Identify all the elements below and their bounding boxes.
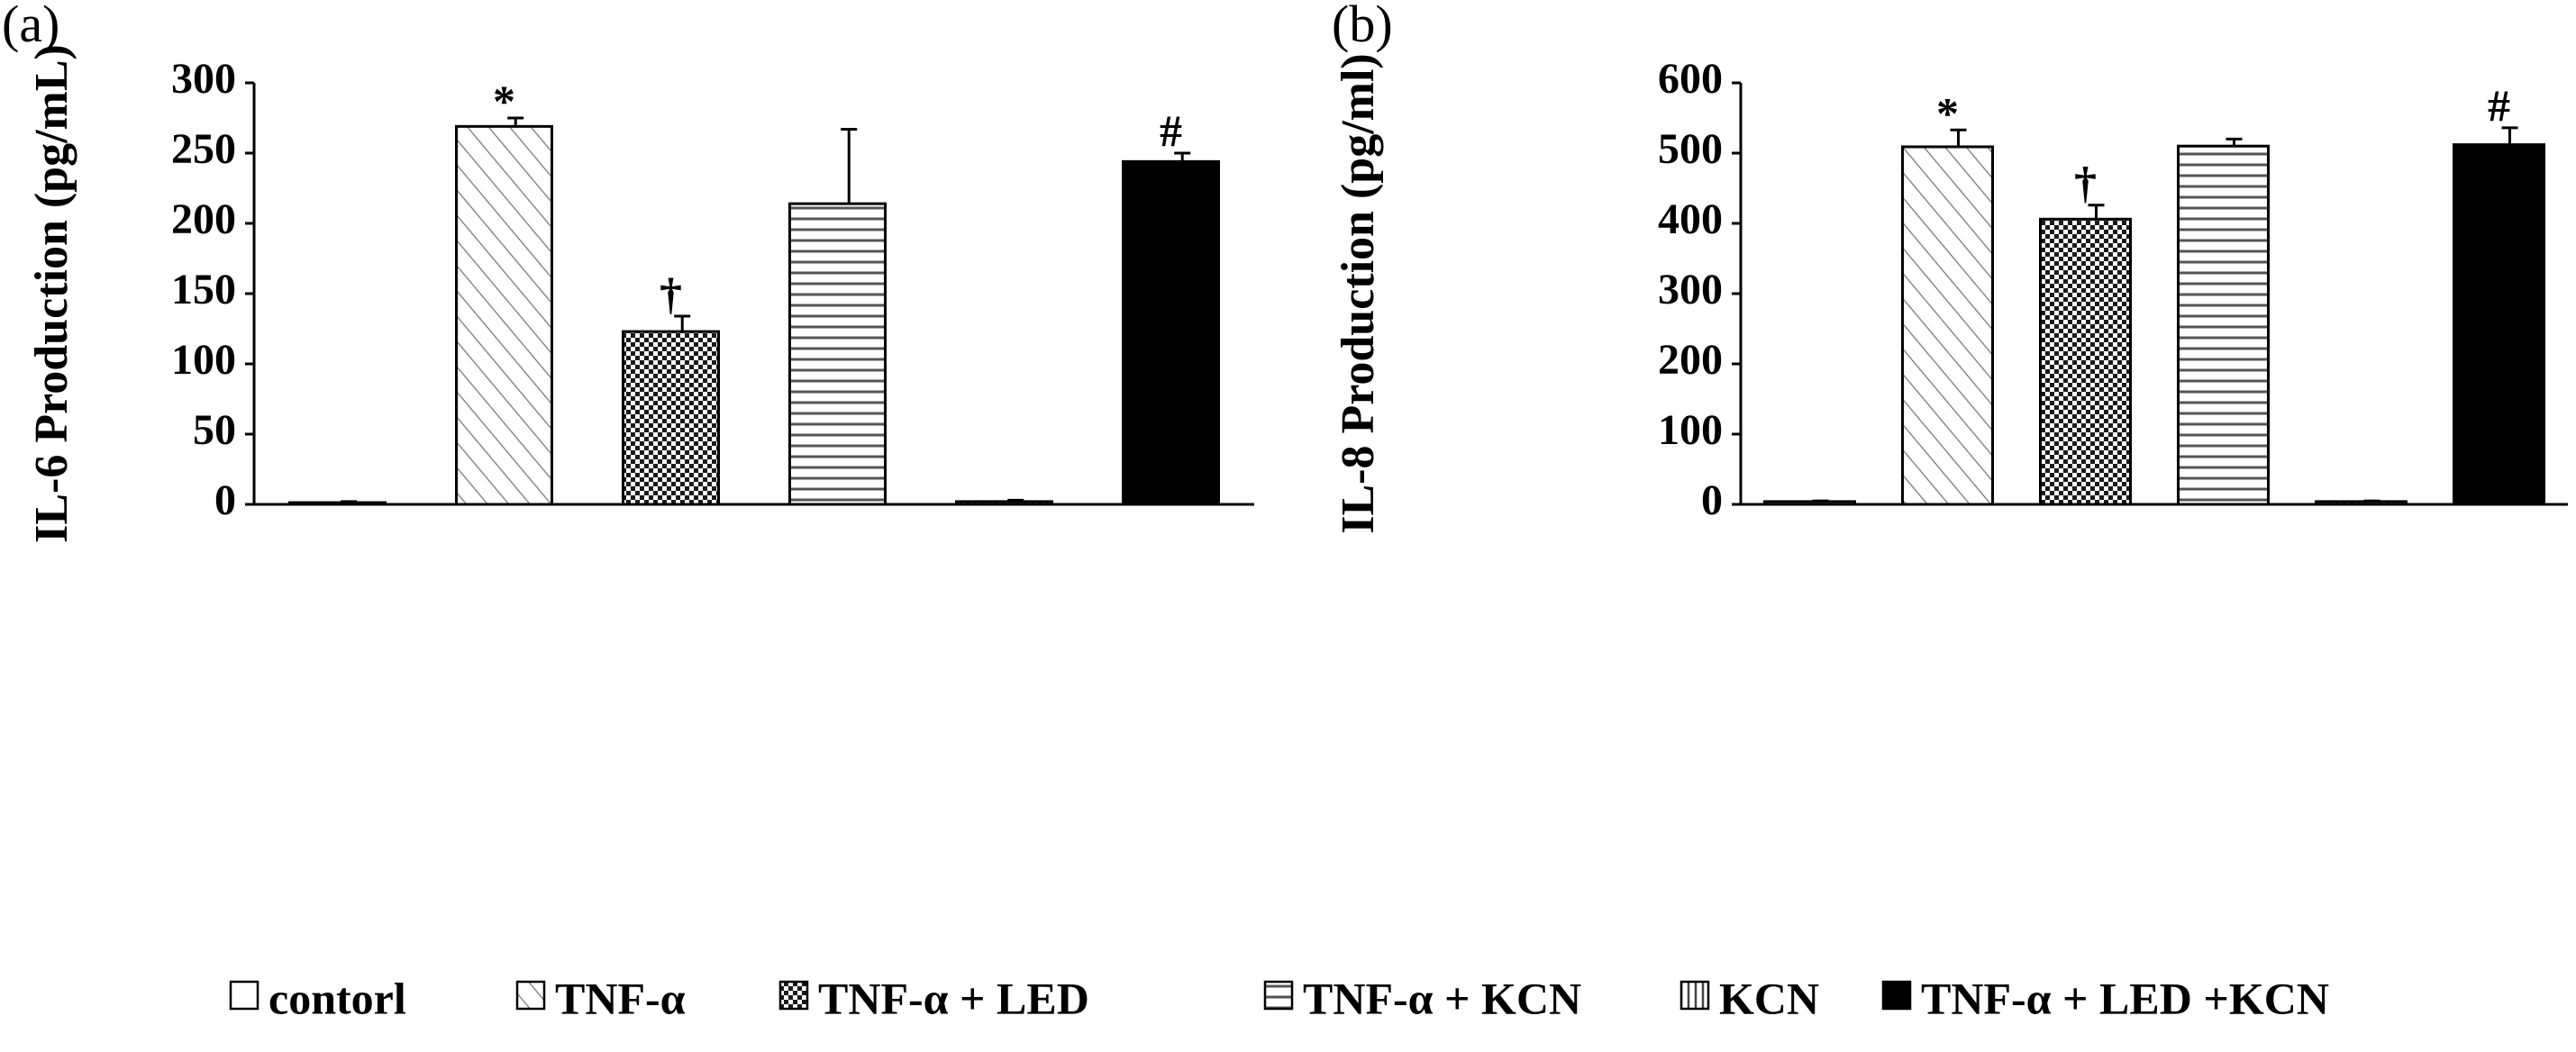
y-tick-label: 100 bbox=[171, 336, 236, 384]
panel-label: (b) bbox=[1332, 0, 1393, 53]
y-tick-label: 300 bbox=[1658, 266, 1723, 313]
bar-contorl bbox=[288, 501, 387, 506]
y-tick-label: 300 bbox=[171, 55, 236, 103]
y-tick-label: 200 bbox=[1658, 336, 1723, 384]
significance-mark: * bbox=[1936, 87, 1959, 138]
legend-swatch bbox=[1881, 980, 1912, 1011]
y-tick-label: 500 bbox=[1658, 125, 1723, 173]
bar-tnf-kcn bbox=[788, 202, 887, 506]
y-tick-label: 400 bbox=[1658, 195, 1723, 243]
bar-tnf-kcn bbox=[2177, 144, 2270, 506]
bar-kcn bbox=[955, 500, 1053, 506]
bar-tnf-led-kcn bbox=[1122, 159, 1220, 506]
panel-b-chart: (b)IL-8 Production (pg/ml) 0 100 200 300 400 5… bbox=[1332, 0, 2568, 534]
bar-tnf-led bbox=[622, 330, 720, 506]
significance-mark: † bbox=[2074, 158, 2097, 208]
y-axis-title: IL-8 Production (pg/ml) bbox=[1333, 53, 1384, 534]
y-tick-label: 600 bbox=[1658, 55, 1723, 103]
y-tick-label: 150 bbox=[171, 266, 236, 313]
y-tick-label: 100 bbox=[1658, 406, 1723, 454]
panel-label: (a) bbox=[2, 0, 59, 53]
y-tick-label: 0 bbox=[214, 476, 236, 524]
legend-swatch bbox=[778, 980, 809, 1011]
y-tick-label: 200 bbox=[171, 195, 236, 243]
legend-swatch bbox=[515, 980, 546, 1011]
significance-mark: # bbox=[2488, 80, 2510, 131]
legend-label: KCN bbox=[1719, 973, 1819, 1023]
legend-swatch bbox=[1679, 980, 1710, 1011]
y-axis-title: IL-6 Production (pg/mL) bbox=[26, 44, 77, 543]
significance-mark: # bbox=[1160, 105, 1182, 156]
panel-a-chart: (a)IL-6 Production (pg/mL) 0 50 100 150 200 25… bbox=[2, 0, 1254, 543]
y-tick-label: 50 bbox=[193, 406, 236, 454]
significance-mark: * bbox=[493, 76, 515, 126]
legend-swatch bbox=[1263, 980, 1294, 1011]
bar-tnf-led-kcn bbox=[2453, 143, 2545, 506]
bar-tnf-led bbox=[2039, 217, 2132, 506]
y-tick-label: 0 bbox=[1701, 476, 1723, 524]
bar-tnf bbox=[455, 124, 553, 506]
legend-label: TNF-α bbox=[555, 973, 686, 1023]
legend-label: contorl bbox=[269, 973, 406, 1023]
bar-kcn bbox=[2315, 500, 2408, 506]
legend-label: TNF-α + LED bbox=[818, 973, 1089, 1023]
significance-mark: † bbox=[660, 268, 682, 319]
legend: contorl TNF-α TNF-α + LED TNF-α + KCN KCN TNF… bbox=[229, 973, 2329, 1023]
legend-label: TNF-α + KCN bbox=[1303, 973, 1581, 1023]
legend-label: TNF-α + LED +KCN bbox=[1921, 973, 2329, 1023]
y-tick-label: 250 bbox=[171, 125, 236, 173]
bar-contorl bbox=[1763, 500, 1856, 506]
legend-swatch bbox=[229, 980, 259, 1011]
bar-tnf bbox=[1901, 145, 1994, 506]
